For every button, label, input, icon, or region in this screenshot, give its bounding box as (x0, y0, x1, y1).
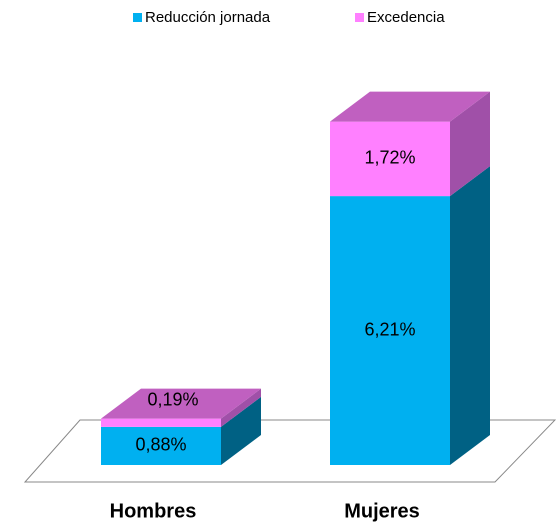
x-tick-label: Mujeres (344, 500, 420, 522)
bar-top (101, 388, 261, 419)
value-label: 6,21% (364, 319, 415, 339)
floor (23, 419, 556, 483)
x-tick-label: Hombres (110, 500, 197, 522)
value-label: 0,19% (147, 389, 198, 409)
bar-side (450, 91, 490, 197)
bar (330, 121, 450, 197)
bar (101, 418, 221, 427)
bar (330, 196, 450, 465)
value-label: 1,72% (364, 148, 415, 168)
bar-top (330, 91, 490, 122)
legend-swatch (355, 13, 364, 22)
bar-side (221, 388, 261, 427)
value-label: 0,88% (135, 435, 186, 455)
bar-side (450, 166, 490, 465)
legend-label: Excedencia (367, 9, 445, 26)
bar-side (221, 396, 261, 465)
bar (101, 426, 221, 465)
legend-swatch (133, 13, 142, 22)
legend-label: Reducción jornada (145, 9, 271, 26)
